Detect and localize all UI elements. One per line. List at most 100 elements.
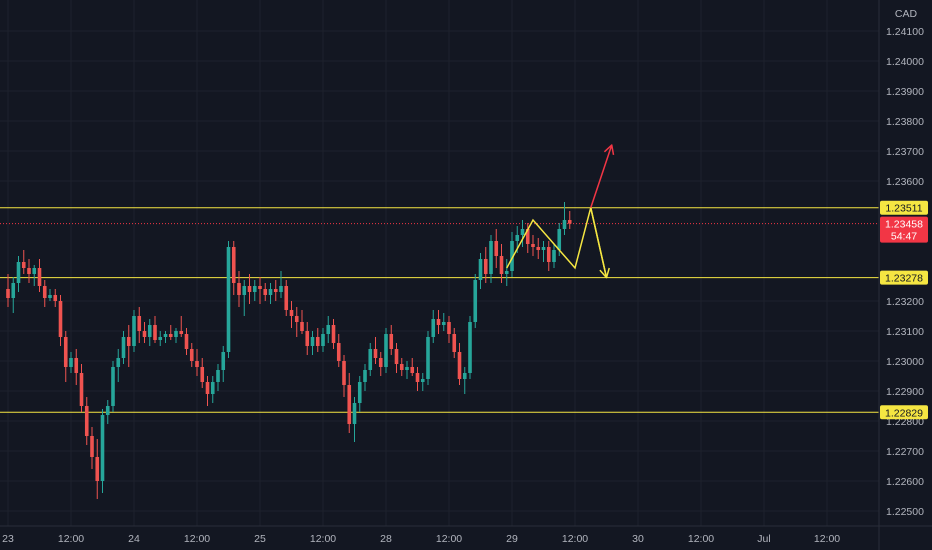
candle-body <box>268 289 273 295</box>
candle-body <box>6 289 10 298</box>
candle-body <box>562 220 567 229</box>
candle-body <box>116 358 121 367</box>
price-tick-label: 1.23000 <box>886 356 924 368</box>
candle-body <box>252 286 257 292</box>
arrow-head[interactable] <box>599 267 610 279</box>
time-tick-label: 12:00 <box>688 533 714 545</box>
candle-body <box>184 334 189 349</box>
candle-body <box>58 301 63 337</box>
time-tick-label: 12:00 <box>814 533 840 545</box>
candle-body <box>63 337 68 367</box>
candle-body <box>231 247 236 283</box>
candle-body <box>399 364 404 370</box>
price-tick-label: 1.24000 <box>886 56 924 68</box>
candle-body <box>557 229 562 250</box>
candle-body <box>84 406 89 436</box>
candle-body <box>258 286 262 289</box>
candle-body <box>331 325 336 343</box>
price-tick-label: 1.24100 <box>886 26 924 38</box>
price-tick-label: 1.23700 <box>886 146 924 158</box>
candle-body <box>347 385 352 424</box>
candle-body <box>263 289 268 295</box>
candle-body <box>300 322 304 331</box>
time-tick-label: 12:00 <box>310 533 336 545</box>
candle-body <box>310 337 315 346</box>
candle-body <box>541 247 546 250</box>
candle-body <box>132 316 136 346</box>
candle-body <box>126 337 131 346</box>
candle-body <box>420 379 425 382</box>
candle-body <box>447 322 451 334</box>
candle-body <box>478 259 483 280</box>
price-tick-label: 1.23600 <box>886 176 924 188</box>
candle-body <box>531 244 535 247</box>
candle-body <box>510 241 514 271</box>
time-tick-label: 25 <box>254 533 266 545</box>
time-tick-label: 24 <box>128 533 140 545</box>
candle-body <box>16 262 21 283</box>
candle-body <box>121 337 126 358</box>
candle-body <box>69 358 73 367</box>
candle-body <box>289 310 294 316</box>
candle-body <box>326 325 331 334</box>
candle-body <box>74 358 79 373</box>
candle-body <box>294 316 299 322</box>
time-tick-label: 29 <box>506 533 518 545</box>
candle-body <box>273 289 278 292</box>
candle-body <box>394 349 399 364</box>
time-tick-label: 12:00 <box>436 533 462 545</box>
candle-body <box>504 271 509 274</box>
candle-body <box>111 367 115 406</box>
candle-body <box>384 334 388 367</box>
candle-body <box>79 373 84 406</box>
price-tick-label: 1.22700 <box>886 446 924 458</box>
candle-body <box>195 361 199 367</box>
time-tick-label: 30 <box>632 533 644 545</box>
candle-body <box>363 370 367 382</box>
bar-countdown-label: 54:47 <box>891 231 917 243</box>
time-axis[interactable]: 23 12:00 24 12:00 25 12:00 28 12:00 29 12:00 30 12:… <box>2 533 840 545</box>
candle-body <box>221 352 226 370</box>
candle-body <box>368 349 373 370</box>
candle-body <box>95 457 100 481</box>
drawing-annotations[interactable] <box>506 144 615 279</box>
candle-body <box>226 247 231 352</box>
candle-body <box>163 334 168 337</box>
candle-body <box>499 256 504 274</box>
candle-body <box>436 319 441 325</box>
price-tick-label: 1.22600 <box>886 476 924 488</box>
candle-body <box>205 382 210 394</box>
candle-body <box>42 286 47 298</box>
price-tick-label: 1.22900 <box>886 386 924 398</box>
candle-body <box>37 268 42 286</box>
candle-body <box>100 415 105 481</box>
arrow-line[interactable] <box>590 207 608 278</box>
candle-body <box>494 241 499 256</box>
current-price-label: 1.23458 <box>885 219 923 231</box>
candle-body <box>11 283 16 298</box>
candle-body <box>158 337 163 340</box>
chart-grid <box>0 0 879 526</box>
arrow-head[interactable] <box>603 144 615 155</box>
candle-body <box>515 235 520 241</box>
candle-body <box>546 247 551 262</box>
candle-body <box>315 337 320 346</box>
time-tick-label: 12:00 <box>58 533 84 545</box>
candle-body <box>342 361 346 385</box>
candle-body <box>189 349 194 361</box>
level-price-badge <box>880 200 928 215</box>
candle-body <box>32 268 37 274</box>
horizontal-levels[interactable] <box>0 207 879 413</box>
price-tick-label: 1.23900 <box>886 86 924 98</box>
candle-body <box>410 367 415 373</box>
arrow-line[interactable] <box>590 144 613 208</box>
level-price-badge <box>880 405 928 420</box>
candle-body <box>567 220 572 224</box>
candle-body <box>168 334 173 337</box>
candle-body <box>457 352 462 379</box>
candle-body <box>321 334 325 346</box>
candle-body <box>373 349 378 358</box>
candle-body <box>305 331 310 346</box>
